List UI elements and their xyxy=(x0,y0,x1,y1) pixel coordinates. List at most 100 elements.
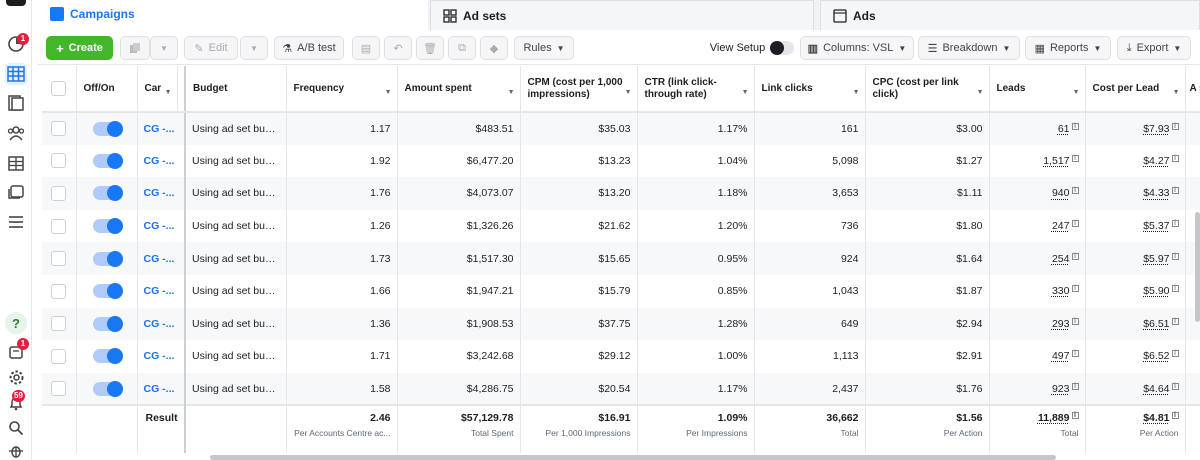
campaign-name-link[interactable]: CG -... xyxy=(137,275,185,308)
row-checkbox[interactable] xyxy=(51,186,66,201)
select-all-checkbox[interactable] xyxy=(51,81,66,96)
row-checkbox[interactable] xyxy=(51,284,66,299)
campaign-on-off-toggle[interactable] xyxy=(93,317,121,331)
undo-button[interactable]: ↶ xyxy=(384,36,412,60)
row-checkbox[interactable] xyxy=(51,153,66,168)
col-header-next[interactable]: A s xyxy=(1185,66,1200,112)
horizontal-scrollbar[interactable] xyxy=(210,455,1056,460)
campaign-name-link[interactable]: CG -... xyxy=(137,210,185,243)
campaign-on-off-toggle[interactable] xyxy=(93,122,121,136)
row-select-cell[interactable] xyxy=(42,340,76,373)
campaign-name-link[interactable]: CG -... xyxy=(137,373,185,406)
table-row[interactable]: CG -... Using ad set bud... 1.76 $4,073.07 $… xyxy=(42,177,1200,210)
tab-ads[interactable]: Ads xyxy=(820,0,1200,30)
row-select-cell[interactable] xyxy=(42,145,76,178)
ab-test-button[interactable]: ⚗ A/B test xyxy=(274,36,344,60)
row-toggle-cell[interactable] xyxy=(76,145,137,178)
campaign-on-off-toggle[interactable] xyxy=(93,382,121,396)
campaign-on-off-toggle[interactable] xyxy=(93,349,121,363)
table-row[interactable]: CG -... Using ad set bud... 1.92 $6,477.20 $… xyxy=(42,145,1200,178)
leads-value-link[interactable]: 330 xyxy=(1052,285,1070,297)
row-checkbox[interactable] xyxy=(51,251,66,266)
row-checkbox[interactable] xyxy=(51,316,66,331)
export-dropdown[interactable]: ⤓ Export ▼ xyxy=(1117,36,1191,60)
table-row[interactable]: CG -... Using ad set bud... 1.36 $1,908.53 $… xyxy=(42,308,1200,341)
leads-value-link[interactable]: 940 xyxy=(1052,187,1070,199)
tab-campaigns[interactable]: Campaigns xyxy=(38,0,428,30)
campaign-name-link[interactable]: CG -... xyxy=(137,308,185,341)
select-all-header[interactable] xyxy=(42,66,76,112)
search-icon[interactable] xyxy=(5,417,27,439)
preview-button[interactable]: ⧉ xyxy=(448,36,476,60)
cost-per-lead-value-link[interactable]: $6.51 xyxy=(1143,318,1169,330)
campaign-name-link[interactable]: CG -... xyxy=(137,340,185,373)
campaign-on-off-toggle[interactable] xyxy=(93,252,121,266)
cost-per-lead-value-link[interactable]: $4.33 xyxy=(1143,187,1169,199)
columns-dropdown[interactable]: ▥ Columns: VSL ▼ xyxy=(800,36,914,60)
row-select-cell[interactable] xyxy=(42,373,76,406)
table-row[interactable]: CG -... Using ad set bud... 1.17 $483.51 $35… xyxy=(42,112,1200,145)
cost-per-lead-value-link[interactable]: $4.64 xyxy=(1143,383,1169,395)
row-toggle-cell[interactable] xyxy=(76,112,137,145)
duplicate-button[interactable] xyxy=(120,36,150,60)
campaign-name-link[interactable]: CG -... xyxy=(137,112,185,145)
campaigns-table-icon[interactable] xyxy=(5,63,27,85)
campaign-name-link[interactable]: CG -... xyxy=(137,242,185,275)
campaign-on-off-toggle[interactable] xyxy=(93,219,121,233)
leads-value-link[interactable]: 247 xyxy=(1052,220,1070,232)
campaign-on-off-toggle[interactable] xyxy=(93,186,121,200)
delete-button[interactable]: 🗑 xyxy=(416,36,444,60)
cost-per-lead-value-link[interactable]: $5.90 xyxy=(1143,285,1169,297)
row-checkbox[interactable] xyxy=(51,349,66,364)
row-checkbox[interactable] xyxy=(51,219,66,234)
tag-button[interactable]: ◆ xyxy=(480,36,508,60)
campaign-name-link[interactable]: CG -... xyxy=(137,177,185,210)
col-header-cost-per-lead[interactable]: Cost per Lead ▼ xyxy=(1085,66,1185,112)
col-header-amount-spent[interactable]: Amount spent ▼ xyxy=(397,66,520,112)
row-checkbox[interactable] xyxy=(51,121,66,136)
col-header-cpm[interactable]: CPM (cost per 1,000 impressions) ▼ xyxy=(520,66,637,112)
view-setup-toggle[interactable]: View Setup xyxy=(706,36,798,60)
campaign-name-link[interactable]: CG -... xyxy=(137,145,185,178)
row-select-cell[interactable] xyxy=(42,308,76,341)
leads-value-link[interactable]: 61 xyxy=(1058,123,1070,135)
row-select-cell[interactable] xyxy=(42,242,76,275)
all-tools-menu-icon[interactable] xyxy=(5,211,27,233)
media-library-icon[interactable] xyxy=(5,181,27,203)
catalog-icon[interactable] xyxy=(5,152,27,174)
col-header-offon[interactable]: Off/On xyxy=(76,66,137,112)
breakdown-dropdown[interactable]: ☰ Breakdown ▼ xyxy=(918,36,1020,60)
campaign-on-off-toggle[interactable] xyxy=(93,284,121,298)
table-row[interactable]: CG -... Using ad set bud... 1.26 $1,326.26 $… xyxy=(42,210,1200,243)
row-toggle-cell[interactable] xyxy=(76,275,137,308)
cost-per-lead-value-link[interactable]: $6.52 xyxy=(1143,350,1169,362)
col-header-car[interactable]: Car ▼ xyxy=(137,66,177,112)
campaign-on-off-toggle[interactable] xyxy=(93,154,121,168)
create-button[interactable]: + Create xyxy=(46,36,113,60)
leads-value-link[interactable]: 497 xyxy=(1052,350,1070,362)
tab-ad-sets[interactable]: Ad sets xyxy=(430,0,814,30)
edit-dropdown-button[interactable]: ▼ xyxy=(240,36,268,60)
cost-per-lead-value-link[interactable]: $7.93 xyxy=(1143,123,1169,135)
row-toggle-cell[interactable] xyxy=(76,340,137,373)
col-header-link-clicks[interactable]: Link clicks ▼ xyxy=(754,66,865,112)
reports-dropdown[interactable]: ▦ Reports ▼ xyxy=(1025,36,1111,60)
total-value[interactable]: $4.81 xyxy=(1143,412,1169,424)
row-toggle-cell[interactable] xyxy=(76,210,137,243)
col-header-budget[interactable]: Budget xyxy=(185,66,286,112)
audiences-icon[interactable] xyxy=(5,122,27,144)
row-checkbox[interactable] xyxy=(51,381,66,396)
help-icon[interactable]: ? xyxy=(5,312,27,334)
view-setup-switch[interactable] xyxy=(770,41,794,55)
total-value[interactable]: 11,889 xyxy=(1038,412,1070,424)
cost-per-lead-value-link[interactable]: $4.27 xyxy=(1143,155,1169,167)
pages-icon[interactable] xyxy=(5,92,27,114)
leads-value-link[interactable]: 1,517 xyxy=(1043,155,1069,167)
cost-per-lead-value-link[interactable]: $5.97 xyxy=(1143,253,1169,265)
leads-value-link[interactable]: 923 xyxy=(1052,383,1070,395)
row-toggle-cell[interactable] xyxy=(76,177,137,210)
cost-per-lead-value-link[interactable]: $5.37 xyxy=(1143,220,1169,232)
row-select-cell[interactable] xyxy=(42,275,76,308)
row-toggle-cell[interactable] xyxy=(76,373,137,406)
clipboard-button[interactable]: ▤ xyxy=(352,36,380,60)
